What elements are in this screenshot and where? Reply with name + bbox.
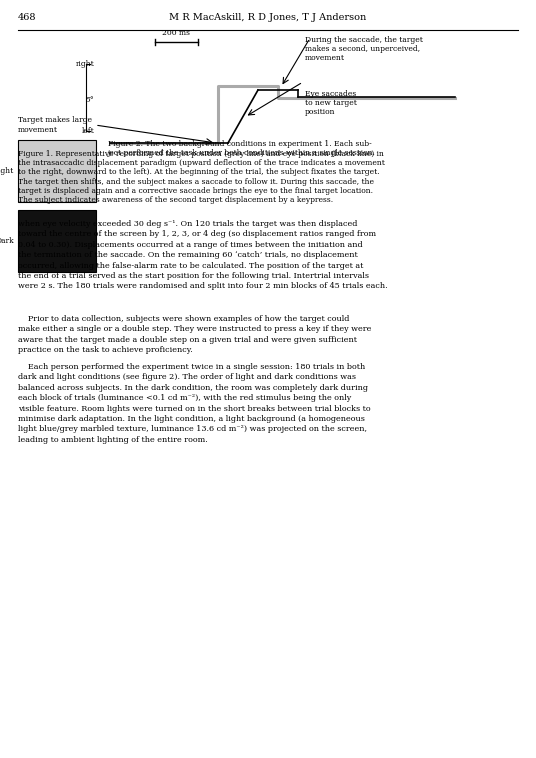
Bar xyxy=(18,140,96,202)
Text: M R MacAskill, R D Jones, T J Anderson: M R MacAskill, R D Jones, T J Anderson xyxy=(169,13,367,22)
Text: left: left xyxy=(82,127,95,135)
Text: 5°: 5° xyxy=(86,96,95,104)
Text: Prior to data collection, subjects were shown examples of how the target could
m: Prior to data collection, subjects were … xyxy=(18,315,371,354)
Text: 200 ms: 200 ms xyxy=(162,29,190,37)
Text: Dark: Dark xyxy=(0,237,14,245)
Text: when eye velocity exceeded 30 deg s⁻¹. On 120 trials the target was then displac: when eye velocity exceeded 30 deg s⁻¹. O… xyxy=(18,220,388,290)
Text: Figure 1. Representative recording of target position (grey line) and eye positi: Figure 1. Representative recording of ta… xyxy=(18,150,385,204)
Text: 468: 468 xyxy=(18,13,36,22)
Text: Figure 2. The two background conditions in experiment 1. Each sub-
ject performe: Figure 2. The two background conditions … xyxy=(108,140,376,157)
Text: Eye saccades
to new target
position: Eye saccades to new target position xyxy=(305,90,357,117)
Text: Target makes large
movement: Target makes large movement xyxy=(18,117,92,133)
Text: Each person performed the experiment twice in a single session: 180 trials in bo: Each person performed the experiment twi… xyxy=(18,363,370,443)
Text: right: right xyxy=(76,60,95,68)
Text: During the saccade, the target
makes a second, unperceived,
movement: During the saccade, the target makes a s… xyxy=(305,36,423,62)
Text: Light: Light xyxy=(0,167,14,175)
Bar xyxy=(18,210,96,272)
